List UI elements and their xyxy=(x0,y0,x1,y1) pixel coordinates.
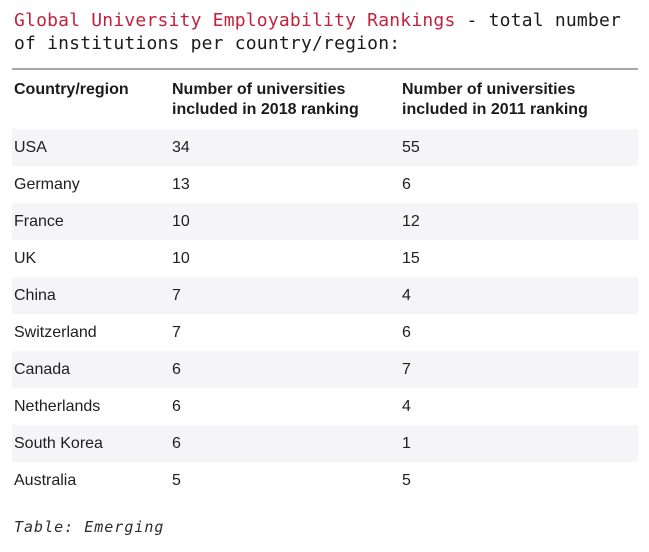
cell-2011-count: 5 xyxy=(402,472,411,489)
table-row: Australia 5 5 xyxy=(12,462,638,499)
cell-2011-count: 15 xyxy=(402,250,420,267)
cell-2011-count: 6 xyxy=(402,176,411,193)
cell-country: Germany xyxy=(14,176,80,193)
cell-2011-count: 6 xyxy=(402,324,411,341)
title-highlight: Global University Employability Rankings xyxy=(14,10,456,31)
table-row: Germany 13 6 xyxy=(12,166,638,203)
cell-country: UK xyxy=(14,250,37,267)
cell-2018-count: 7 xyxy=(172,324,181,341)
cell-2018-count: 6 xyxy=(172,435,181,452)
table-row: Switzerland 7 6 xyxy=(12,314,638,351)
col-header-country-region: Country/region xyxy=(14,81,129,98)
cell-2011-count: 4 xyxy=(402,398,411,415)
table-row: France 10 12 xyxy=(12,203,638,240)
table-row: USA 34 55 xyxy=(12,129,638,166)
table-row: South Korea 6 1 xyxy=(12,425,638,462)
table-source-caption: Table: Emerging xyxy=(14,518,165,536)
page-title: Global University Employability Rankings… xyxy=(0,0,649,55)
table-row: Netherlands 6 4 xyxy=(12,388,638,425)
cell-country: USA xyxy=(14,139,47,156)
cell-2018-count: 5 xyxy=(172,472,181,489)
cell-country: Australia xyxy=(14,472,77,489)
cell-2018-count: 6 xyxy=(172,398,181,415)
title-rest: - total number of institutions per count… xyxy=(14,10,622,54)
cell-2018-count: 10 xyxy=(172,213,190,230)
table-body: USA 34 55 Germany 13 6 France 10 12 UK 1… xyxy=(12,129,638,499)
cell-country: Netherlands xyxy=(14,398,101,415)
cell-2018-count: 10 xyxy=(172,250,190,267)
cell-country: France xyxy=(14,213,64,230)
rankings-table: Country/region Number of universities in… xyxy=(12,68,638,499)
cell-country: Canada xyxy=(14,361,71,378)
cell-2011-count: 7 xyxy=(402,361,411,378)
col-header-2018-ranking: Number of universities included in 2018 … xyxy=(172,81,359,118)
cell-2018-count: 13 xyxy=(172,176,190,193)
cell-2011-count: 4 xyxy=(402,287,411,304)
col-header-2011-ranking: Number of universities included in 2011 … xyxy=(402,81,588,118)
table-row: China 7 4 xyxy=(12,277,638,314)
cell-country: Switzerland xyxy=(14,324,97,341)
cell-country: South Korea xyxy=(14,435,103,452)
table-row: UK 10 15 xyxy=(12,240,638,277)
cell-2018-count: 7 xyxy=(172,287,181,304)
cell-2011-count: 55 xyxy=(402,139,420,156)
cell-2011-count: 12 xyxy=(402,213,420,230)
cell-2011-count: 1 xyxy=(402,435,411,452)
cell-2018-count: 6 xyxy=(172,361,181,378)
cell-country: China xyxy=(14,287,56,304)
table-header-row: Country/region Number of universities in… xyxy=(12,70,638,129)
cell-2018-count: 34 xyxy=(172,139,190,156)
table-row: Canada 6 7 xyxy=(12,351,638,388)
